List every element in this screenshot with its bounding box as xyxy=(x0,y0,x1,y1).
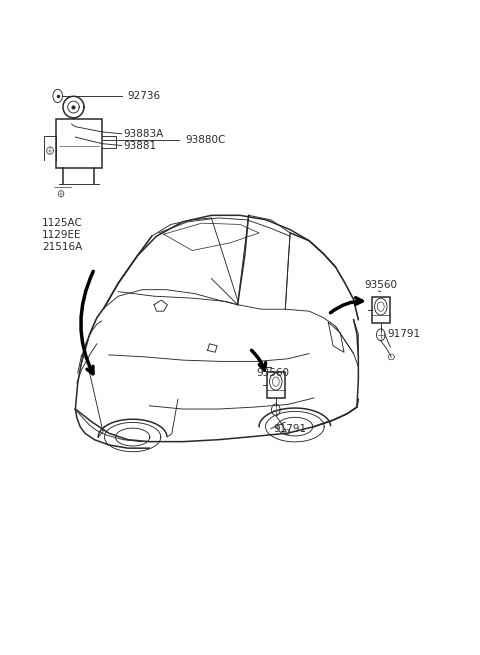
Text: 21516A: 21516A xyxy=(42,242,82,252)
Bar xyxy=(267,371,285,398)
Text: 1129EE: 1129EE xyxy=(42,230,82,240)
Text: 93881: 93881 xyxy=(123,141,156,151)
Text: 91791: 91791 xyxy=(274,424,307,434)
Text: 1125AC: 1125AC xyxy=(42,218,83,228)
Text: 91791: 91791 xyxy=(387,329,420,339)
Text: 92736: 92736 xyxy=(128,91,161,101)
Text: 93560: 93560 xyxy=(364,280,397,290)
Bar xyxy=(372,297,390,323)
Bar xyxy=(56,119,102,168)
Text: 93560: 93560 xyxy=(257,368,290,378)
Text: 93880C: 93880C xyxy=(185,135,226,145)
Text: 93883A: 93883A xyxy=(123,129,163,139)
